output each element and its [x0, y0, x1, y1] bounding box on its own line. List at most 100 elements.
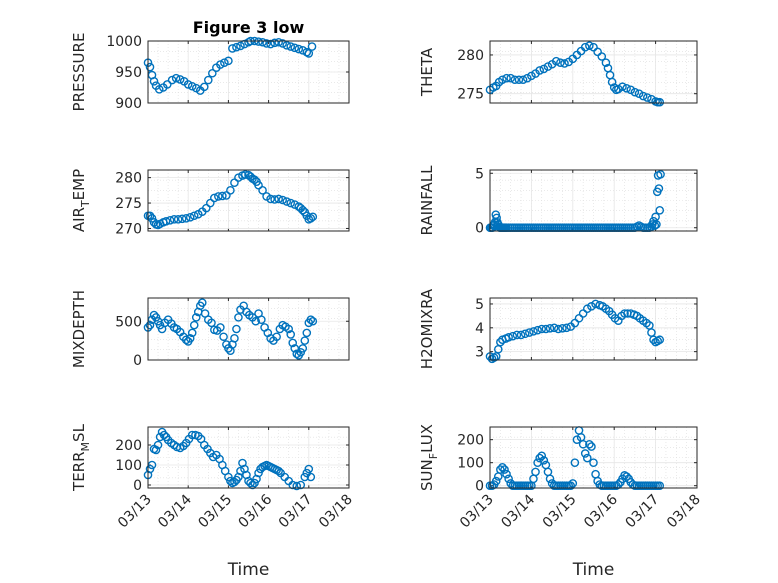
y-tick-label: 4: [475, 321, 484, 337]
data-point: [614, 84, 623, 94]
data-point: [498, 75, 507, 85]
x-tick-label: 03/15: [540, 492, 580, 532]
x-tick-label: 03/16: [236, 491, 276, 531]
x-tick-label: 03/13: [115, 492, 155, 532]
data-point: [504, 333, 513, 342]
data-point: [149, 310, 159, 320]
y-axis-label: MIXDEPTH: [70, 290, 88, 368]
y-axis-label: AIRTEMP: [70, 169, 92, 232]
data-point: [638, 91, 648, 101]
data-point: [173, 215, 183, 224]
data-point: [250, 175, 259, 184]
data-point: [655, 97, 665, 107]
x-tick-label: 03/18: [664, 492, 704, 532]
data-point: [220, 58, 229, 68]
y-tick-label: 200: [457, 433, 484, 449]
data-point: [562, 323, 571, 333]
data-point: [626, 85, 636, 95]
y-tick-label: 200: [115, 438, 142, 454]
data-point: [582, 304, 592, 314]
data-point: [650, 221, 660, 230]
x-tick-label: 03/18: [316, 492, 356, 532]
axes-box: [489, 426, 698, 489]
y-tick-label: 0: [133, 353, 142, 369]
subplot-2: 275 280 THETA: [418, 40, 698, 107]
axes-box: [147, 297, 350, 361]
x-axis-label: Time: [572, 560, 615, 580]
data-point: [306, 315, 316, 325]
subplot-3: 270 275 280 AIRTEMP: [70, 169, 350, 237]
data-point: [290, 43, 300, 53]
data-point: [570, 458, 580, 467]
data-point: [185, 212, 195, 222]
data-point: [254, 468, 263, 478]
data-point: [286, 198, 296, 208]
data-point: [607, 77, 617, 87]
data-point: [535, 453, 544, 463]
data-point: [655, 206, 665, 215]
data-point: [520, 329, 530, 339]
data-point: [545, 323, 555, 333]
data-point: [230, 333, 239, 343]
data-point: [306, 213, 316, 223]
data-point: [145, 320, 155, 330]
data-point: [587, 302, 596, 311]
data-point: [568, 479, 578, 488]
x-tick-label: 03/17: [623, 492, 663, 532]
data-point: [226, 476, 235, 486]
y-axis-label: TERRMSL: [70, 423, 92, 492]
data-point: [597, 52, 607, 61]
data-point: [258, 37, 267, 47]
subplot-8: 03/13 03/14 03/15 03/16 03/17 03/18 0 100 200 SUN…: [418, 424, 704, 580]
axes-box: [489, 297, 698, 361]
data-point: [541, 324, 551, 334]
data-point: [539, 456, 549, 465]
data-point: [266, 194, 275, 204]
y-tick-label: 275: [115, 196, 142, 212]
data-point: [278, 39, 287, 48]
data-point: [181, 213, 191, 223]
x-tick-label: 03/14: [155, 491, 195, 531]
data-point: [290, 200, 300, 209]
data-point: [516, 330, 526, 340]
data-point: [580, 42, 590, 52]
data-point: [171, 73, 181, 83]
data-point: [572, 435, 582, 444]
data-point: [500, 465, 509, 474]
data-point: [292, 481, 302, 491]
data-point: [609, 83, 619, 92]
data-point: [189, 320, 199, 330]
data-point: [294, 44, 304, 54]
data-point: [512, 330, 522, 340]
data-point: [145, 464, 155, 474]
data-point: [585, 41, 594, 50]
data-point: [183, 80, 193, 89]
x-tick-label: 03/16: [581, 491, 621, 531]
data-point: [587, 442, 596, 451]
x-axis-label: Time: [227, 560, 270, 580]
data-point: [549, 323, 559, 333]
data-point: [288, 480, 298, 490]
data-point: [620, 309, 629, 318]
data-point: [290, 344, 300, 353]
y-tick-label: 5: [475, 297, 484, 313]
data-point: [649, 335, 658, 345]
data-point: [189, 211, 199, 221]
data-point: [185, 333, 195, 343]
y-tick-label: 900: [115, 96, 142, 112]
data-point: [643, 93, 652, 102]
x-tick-label: 03/17: [276, 492, 316, 532]
data-point: [518, 75, 528, 85]
data-point: [169, 215, 179, 224]
data-point: [298, 344, 308, 353]
data-point: [618, 82, 627, 92]
data-point: [214, 192, 223, 201]
data-point: [286, 42, 296, 51]
data-point: [502, 469, 511, 479]
data-point: [551, 56, 561, 66]
data-point: [554, 324, 563, 334]
data-point: [210, 193, 219, 203]
data-point: [556, 58, 565, 68]
data-point: [537, 324, 547, 334]
